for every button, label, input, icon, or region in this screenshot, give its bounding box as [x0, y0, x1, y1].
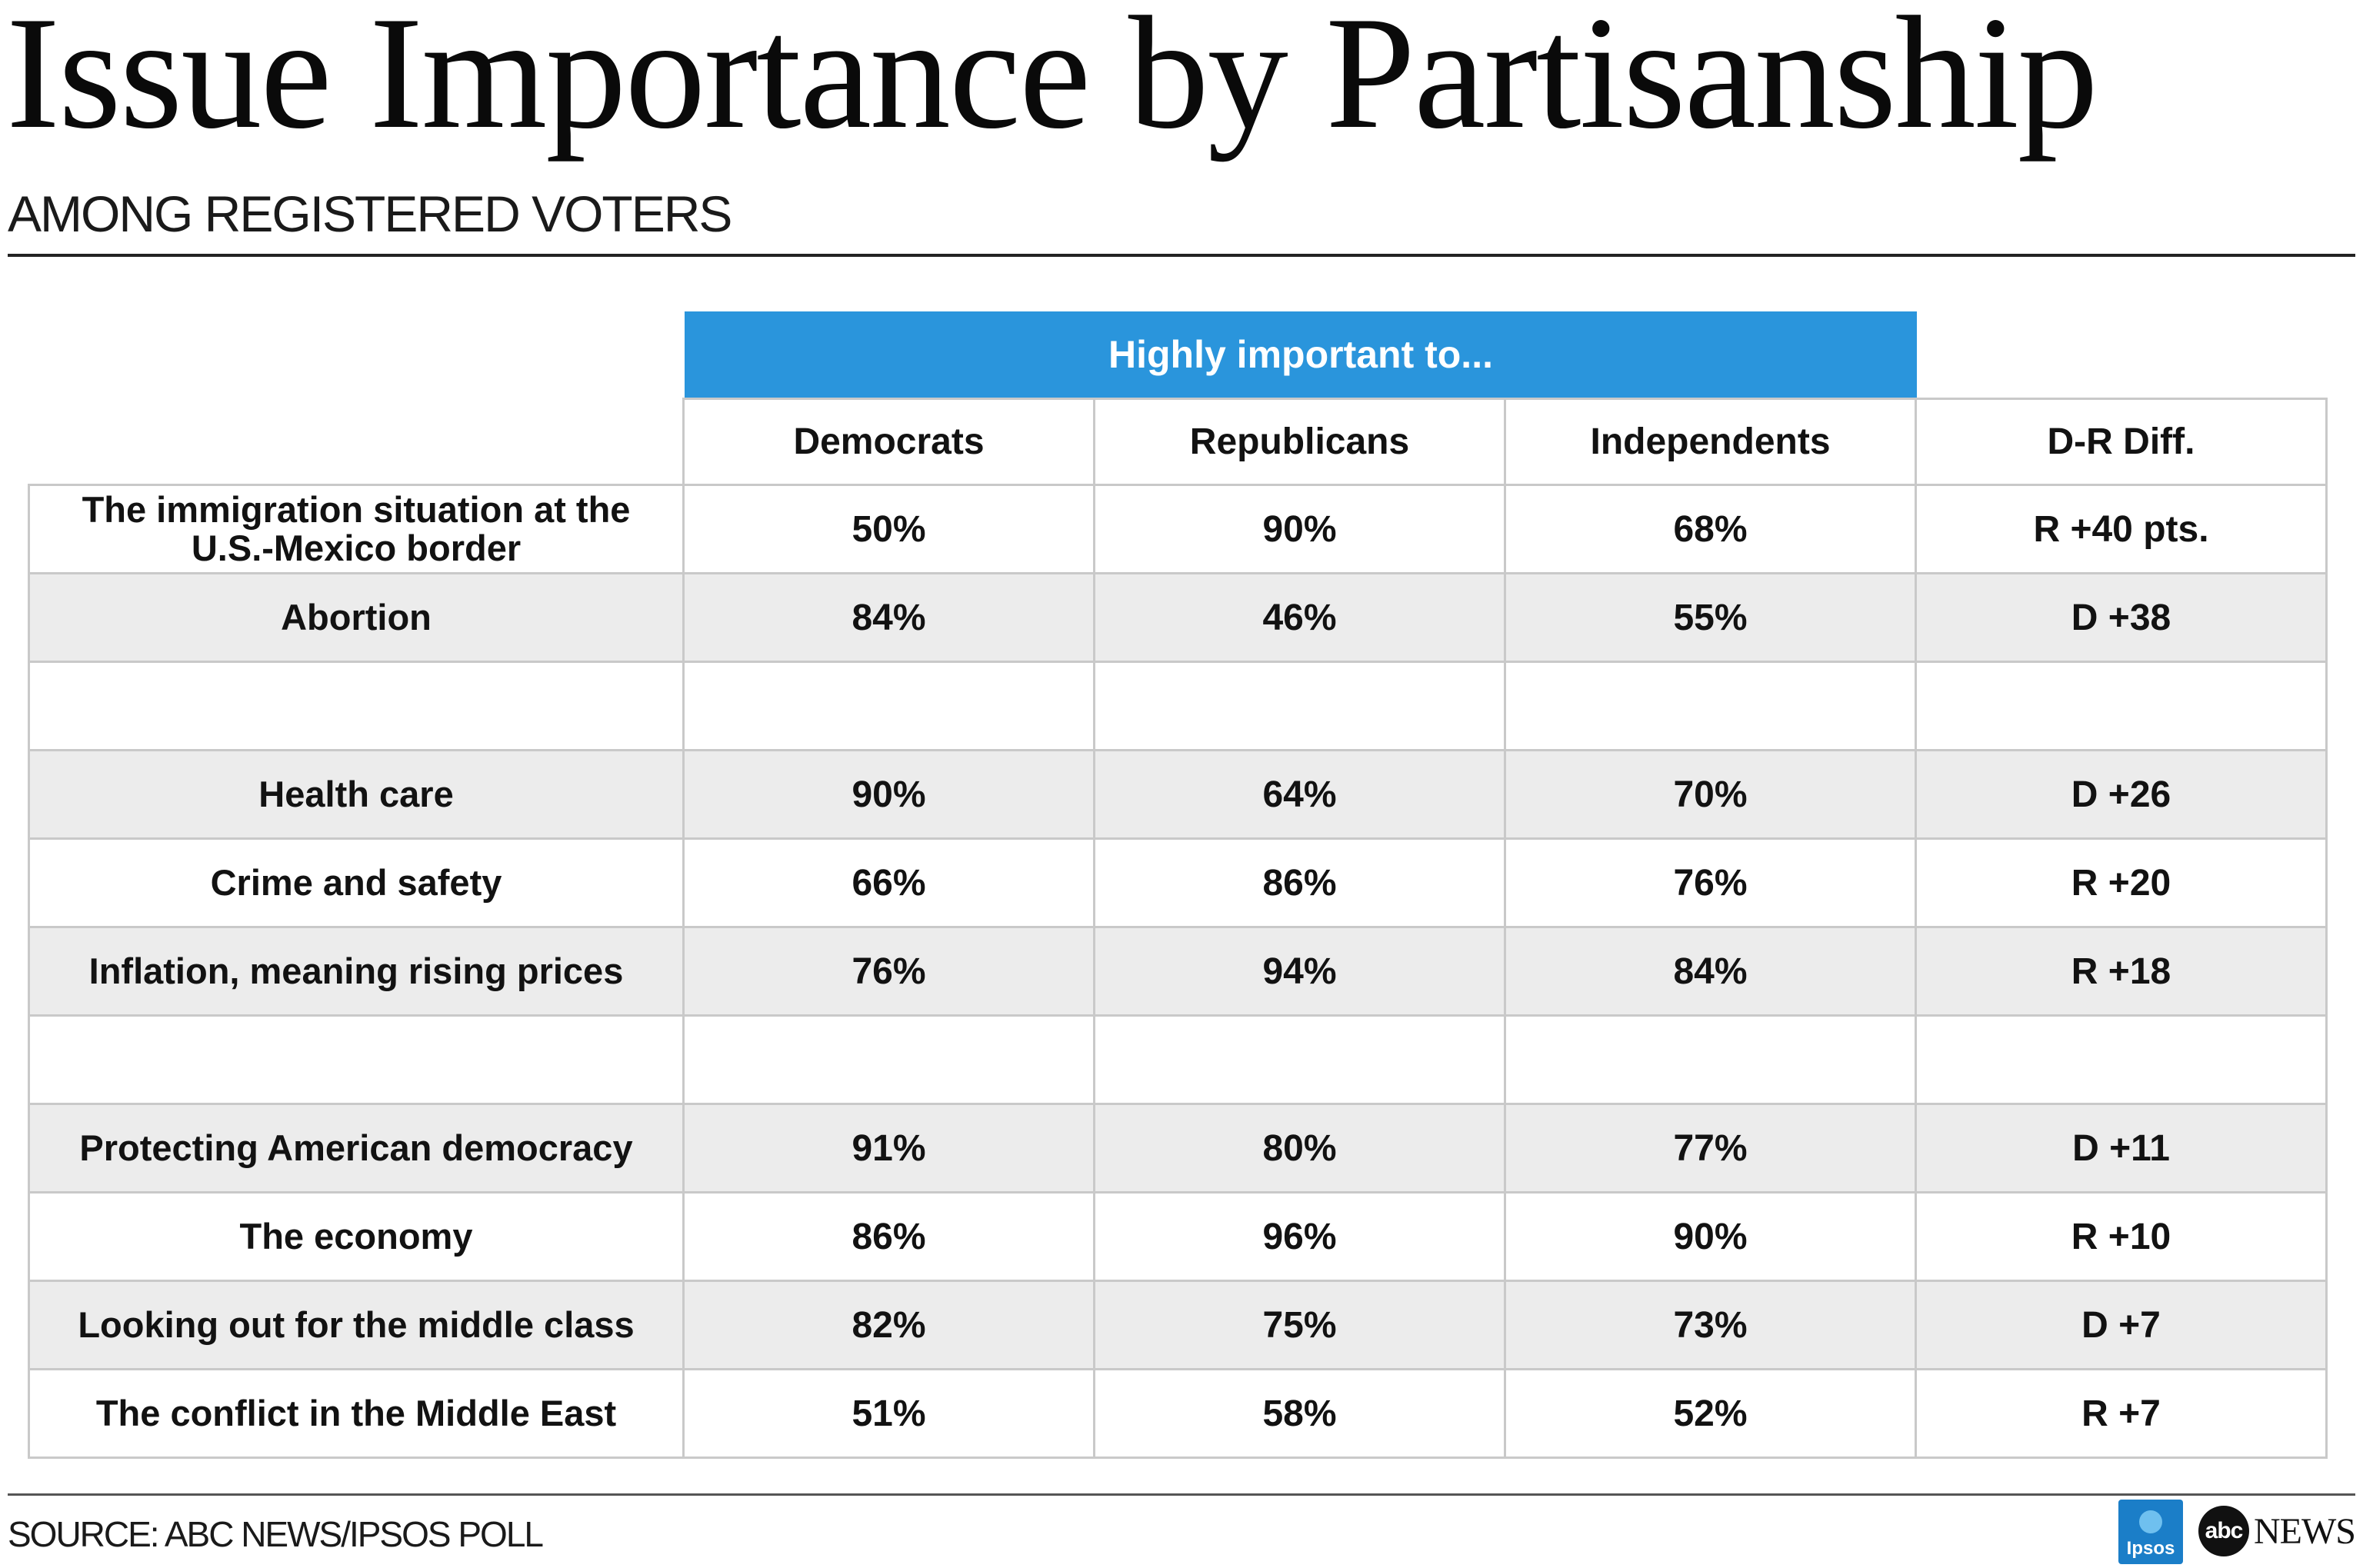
chart-subtitle: AMONG REGISTERED VOTERS	[8, 185, 732, 242]
table-cell-republicans: 75%	[1095, 1282, 1506, 1370]
table-cell-independents: 68%	[1506, 486, 1917, 574]
table-cell-republicans: 64%	[1095, 751, 1506, 840]
table-row	[28, 1017, 2328, 1105]
table-cell-independents: 70%	[1506, 751, 1917, 840]
table-cell-issue	[28, 1017, 685, 1105]
abc-logo-circle: abc	[2198, 1506, 2249, 1556]
table-cell-issue: The conflict in the Middle East	[28, 1370, 685, 1459]
group-header-band: Highly important to...	[685, 311, 1917, 398]
header-cell-republicans: Republicans	[1095, 398, 1506, 486]
table-cell-issue: The immigration situation at the U.S.-Me…	[28, 486, 685, 574]
table-cell-diff: R +18	[1917, 928, 2328, 1017]
table-cell-democrats	[685, 663, 1095, 751]
table-cell-independents: 52%	[1506, 1370, 1917, 1459]
table-cell-independents	[1506, 1017, 1917, 1105]
header-cell-independents: Independents	[1506, 398, 1917, 486]
table-cell-diff: R +10	[1917, 1193, 2328, 1282]
table-cell-issue	[28, 663, 685, 751]
table-cell-republicans: 86%	[1095, 840, 1506, 928]
ipsos-logo: Ipsos	[2118, 1500, 2183, 1564]
table-row: Crime and safety 66% 86% 76% R +20	[28, 840, 2328, 928]
table-cell-independents	[1506, 663, 1917, 751]
table-cell-republicans: 94%	[1095, 928, 1506, 1017]
table-cell-issue: Abortion	[28, 574, 685, 663]
bottom-divider	[8, 1493, 2355, 1496]
table-cell-independents: 73%	[1506, 1282, 1917, 1370]
table-row: Inflation, meaning rising prices 76% 94% 84…	[28, 928, 2328, 1017]
table-cell-issue: Crime and safety	[28, 840, 685, 928]
header-cell-democrats: Democrats	[685, 398, 1095, 486]
table-cell-issue: Health care	[28, 751, 685, 840]
table-cell-independents: 55%	[1506, 574, 1917, 663]
table-cell-diff: D +26	[1917, 751, 2328, 840]
ipsos-logo-mark	[2139, 1510, 2162, 1533]
table-cell-diff: R +7	[1917, 1370, 2328, 1459]
table-cell-diff: R +40 pts.	[1917, 486, 2328, 574]
table-cell-republicans: 80%	[1095, 1105, 1506, 1193]
table-header-row: Democrats Republicans Independents D-R D…	[28, 398, 2328, 486]
abc-news-logo: abc NEWS	[2198, 1506, 2356, 1556]
table-cell-issue: Inflation, meaning rising prices	[28, 928, 685, 1017]
table-cell-democrats: 50%	[685, 486, 1095, 574]
table-cell-republicans: 90%	[1095, 486, 1506, 574]
table-cell-issue: The economy	[28, 1193, 685, 1282]
table-cell-republicans: 96%	[1095, 1193, 1506, 1282]
table-row: The immigration situation at the U.S.-Me…	[28, 486, 2328, 574]
table-row: Looking out for the middle class 82% 75% 73…	[28, 1282, 2328, 1370]
issue-table: Democrats Republicans Independents D-R D…	[28, 398, 2328, 1459]
chart-title: Issue Importance by Partisanship	[6, 0, 2098, 162]
table-cell-diff: D +11	[1917, 1105, 2328, 1193]
table-cell-democrats: 86%	[685, 1193, 1095, 1282]
table-cell-democrats: 66%	[685, 840, 1095, 928]
table-cell-issue: Looking out for the middle class	[28, 1282, 685, 1370]
table-cell-democrats: 51%	[685, 1370, 1095, 1459]
top-divider	[8, 254, 2355, 257]
table-cell-republicans: 46%	[1095, 574, 1506, 663]
table-cell-independents: 77%	[1506, 1105, 1917, 1193]
table-cell-democrats: 76%	[685, 928, 1095, 1017]
table-row: The economy 86% 96% 90% R +10	[28, 1193, 2328, 1282]
table-cell-republicans	[1095, 1017, 1506, 1105]
table-cell-diff: D +38	[1917, 574, 2328, 663]
header-cell-issue	[28, 398, 685, 486]
abc-logo-news-text: NEWS	[2254, 1510, 2356, 1552]
source-note: SOURCE: ABC NEWS/IPSOS POLL	[8, 1514, 544, 1554]
table-row: The conflict in the Middle East 51% 58% 52%…	[28, 1370, 2328, 1459]
table-cell-republicans: 58%	[1095, 1370, 1506, 1459]
table-cell-democrats: 84%	[685, 574, 1095, 663]
table-cell-democrats: 82%	[685, 1282, 1095, 1370]
table-row: Abortion 84% 46% 55% D +38	[28, 574, 2328, 663]
table-cell-independents: 84%	[1506, 928, 1917, 1017]
table-row: Protecting American democracy 91% 80% 77% D …	[28, 1105, 2328, 1193]
table-cell-diff: D +7	[1917, 1282, 2328, 1370]
table-cell-diff	[1917, 663, 2328, 751]
table-cell-democrats: 90%	[685, 751, 1095, 840]
table-row: Health care 90% 64% 70% D +26	[28, 751, 2328, 840]
ipsos-logo-text: Ipsos	[2126, 1538, 2175, 1559]
table-row	[28, 663, 2328, 751]
table-cell-diff: R +20	[1917, 840, 2328, 928]
table-cell-independents: 76%	[1506, 840, 1917, 928]
table-cell-democrats: 91%	[685, 1105, 1095, 1193]
header-cell-diff: D-R Diff.	[1917, 398, 2328, 486]
table-cell-independents: 90%	[1506, 1193, 1917, 1282]
table-cell-diff	[1917, 1017, 2328, 1105]
table-cell-democrats	[685, 1017, 1095, 1105]
table-cell-republicans	[1095, 663, 1506, 751]
table-cell-issue: Protecting American democracy	[28, 1105, 685, 1193]
